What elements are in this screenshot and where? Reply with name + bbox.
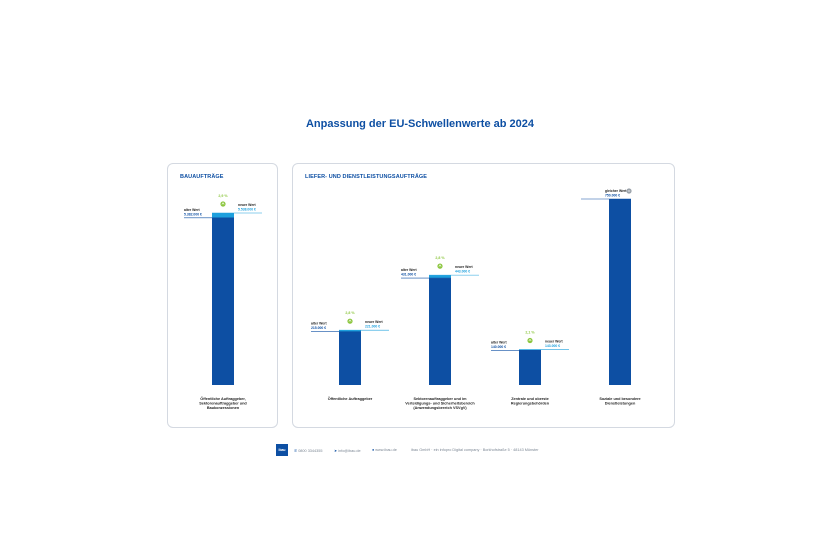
old-value-label: 5.382.000 € bbox=[184, 212, 202, 216]
bar-increase-segment bbox=[429, 275, 451, 279]
category-label: Öffentliche Auftraggeber bbox=[328, 396, 373, 401]
new-value-caption: neuer Wert bbox=[238, 203, 257, 207]
page-title: Anpassung der EU-Schwellenwerte ab 2024 bbox=[305, 118, 535, 130]
arrow-up-icon bbox=[438, 264, 442, 267]
old-value-label: 750.000 € bbox=[605, 194, 620, 198]
old-value-label: 431.000 € bbox=[401, 273, 416, 277]
category-label: Soziale und besondere bbox=[599, 397, 640, 401]
bau-panel: BAUAUFTRÄGE alter Wert 5.382.000 € neuer W… bbox=[167, 163, 278, 428]
increase-icon bbox=[220, 201, 226, 207]
change-percent-label: 2,8 % bbox=[435, 256, 445, 260]
new-value-label: 443.000 € bbox=[455, 270, 470, 274]
bar-increase-segment bbox=[339, 330, 361, 332]
footer-web-text: www.ibau.de bbox=[375, 448, 397, 452]
bar-old-value bbox=[429, 278, 451, 385]
category-label: Baukonzessionen bbox=[207, 406, 240, 410]
category-label: (Anwendungsbereich VSVgV) bbox=[413, 406, 467, 410]
footer-email-text: info@ibau.de bbox=[338, 449, 361, 453]
new-value-caption: neuer Wert bbox=[365, 320, 384, 324]
new-value-label: 221.000 € bbox=[365, 325, 380, 329]
bar-old-value bbox=[339, 331, 361, 385]
bau-panel-heading: BAUAUFTRÄGE bbox=[180, 174, 224, 180]
bar-old-value bbox=[609, 199, 631, 385]
footer: ibau ✆0800 3344355 ➤info@ibau.de ●www.ib… bbox=[276, 444, 596, 458]
footer-company: ibau GmbH · ein infopro Digital company … bbox=[411, 448, 539, 452]
phone-icon: ✆ bbox=[294, 449, 298, 453]
change-percent-label: 2,9 % bbox=[218, 194, 228, 198]
old-value-caption: alter Wert bbox=[491, 340, 507, 344]
category-label: Dienstleistungen bbox=[605, 402, 636, 406]
footer-phone-text: 0800 3344355 bbox=[298, 449, 323, 453]
arrow-up-icon bbox=[528, 338, 532, 342]
arrow-up-icon bbox=[348, 319, 352, 322]
increase-icon bbox=[347, 318, 353, 324]
bar-old-value bbox=[519, 350, 541, 385]
old-value-caption: alter Wert bbox=[184, 208, 200, 212]
old-value-label: 140.000 € bbox=[491, 345, 506, 349]
new-value-caption: neuer Wert bbox=[455, 265, 474, 269]
send-icon: ➤ bbox=[334, 449, 338, 453]
old-value-label: 215.000 € bbox=[311, 326, 326, 330]
footer-email[interactable]: ➤info@ibau.de bbox=[334, 448, 361, 453]
old-value-caption: alter Wert bbox=[401, 268, 417, 272]
bar-increase-segment bbox=[212, 213, 234, 218]
bar-old-value bbox=[212, 217, 234, 385]
category-label: Sektorenauftraggeber und bbox=[199, 402, 247, 406]
new-value-label: 5.538.000 € bbox=[238, 208, 256, 212]
category-label: Sektorenauftraggeber und im bbox=[414, 397, 468, 401]
category-label: Zentrale und oberste bbox=[511, 397, 549, 401]
old-value-caption: gleicher Wert bbox=[605, 189, 627, 193]
old-value-caption: alter Wert bbox=[311, 322, 327, 326]
bar-increase-segment bbox=[519, 349, 541, 351]
new-value-label: 143.000 € bbox=[545, 344, 560, 348]
increase-icon bbox=[527, 337, 533, 344]
liefer-panel: LIEFER- UND DIENSTLEISTUNGSAUFTRÄGE alte… bbox=[292, 163, 675, 428]
increase-icon bbox=[437, 263, 443, 269]
category-label: Öffentliche Auftraggeber, bbox=[200, 396, 245, 401]
category-label: Regierungsbehörden bbox=[511, 402, 550, 406]
new-value-caption: neuer Wert bbox=[545, 340, 564, 344]
liefer-panel-heading: LIEFER- UND DIENSTLEISTUNGSAUFTRÄGE bbox=[305, 174, 428, 180]
footer-web[interactable]: ●www.ibau.de bbox=[372, 448, 397, 452]
change-percent-label: 2,8 % bbox=[345, 311, 355, 315]
footer-phone[interactable]: ✆0800 3344355 bbox=[294, 448, 322, 453]
ibau-logo: ibau bbox=[276, 444, 288, 456]
change-percent-label: 2,1 % bbox=[525, 331, 535, 335]
category-label: Verteidigungs- und Sicherheitsbereich bbox=[405, 402, 475, 406]
globe-icon: ● bbox=[372, 448, 375, 452]
arrow-up-icon bbox=[221, 202, 225, 205]
